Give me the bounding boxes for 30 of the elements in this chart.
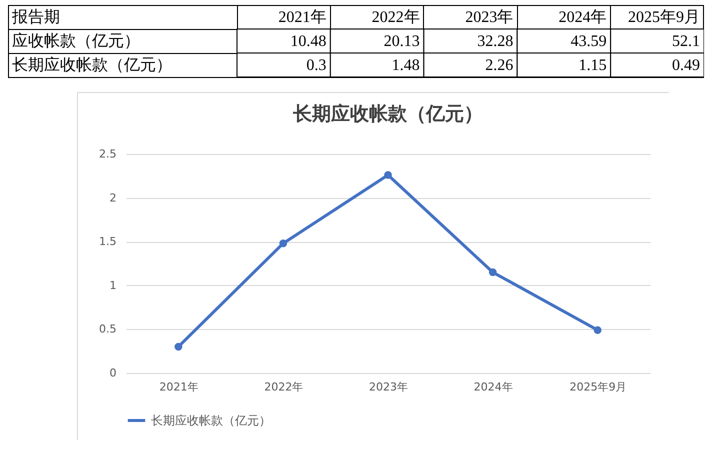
point bbox=[279, 239, 288, 248]
y-tick-label: 2.5 bbox=[99, 148, 116, 160]
y-tick-label: 0.5 bbox=[99, 322, 116, 336]
data-label: 10.48 bbox=[290, 33, 326, 50]
y-tick-label: 1 bbox=[110, 278, 116, 292]
point bbox=[174, 342, 182, 351]
point bbox=[594, 326, 602, 334]
legend-label: 长期应收帐款（亿元） bbox=[151, 414, 271, 428]
x-tick-label: 2023年 bbox=[369, 380, 408, 394]
x-tick-label: 2024年 bbox=[558, 9, 607, 26]
x-tick-label: 2022年 bbox=[264, 380, 304, 394]
x-tick-label: 2025年9月 bbox=[628, 9, 700, 26]
chart-title: 长期应收帐款（亿元） bbox=[292, 103, 483, 125]
x-tick-label: 2025年9月 bbox=[570, 380, 627, 394]
x-tick-label: 2021年 bbox=[159, 380, 198, 394]
x-tick-label: 2021年 bbox=[278, 9, 326, 26]
x-axis-title: 报告期 bbox=[11, 8, 60, 26]
data-label: 43.59 bbox=[570, 33, 607, 50]
y-tick-label: 1.5 bbox=[99, 235, 116, 248]
x-tick-label: 2022年 bbox=[372, 9, 420, 26]
y-tick-label: 2 bbox=[110, 191, 116, 204]
data-label: 32.28 bbox=[477, 33, 514, 50]
x-tick-label: 2024年 bbox=[474, 380, 513, 394]
y-tick-label: 应收帐款（亿元） bbox=[12, 32, 140, 50]
point bbox=[488, 268, 497, 276]
point bbox=[384, 171, 392, 179]
data-label: 52.1 bbox=[672, 33, 700, 50]
x-tick-label: 2023年 bbox=[465, 9, 514, 26]
data-label: 20.13 bbox=[384, 33, 420, 50]
y-tick-label: 0 bbox=[110, 366, 116, 380]
